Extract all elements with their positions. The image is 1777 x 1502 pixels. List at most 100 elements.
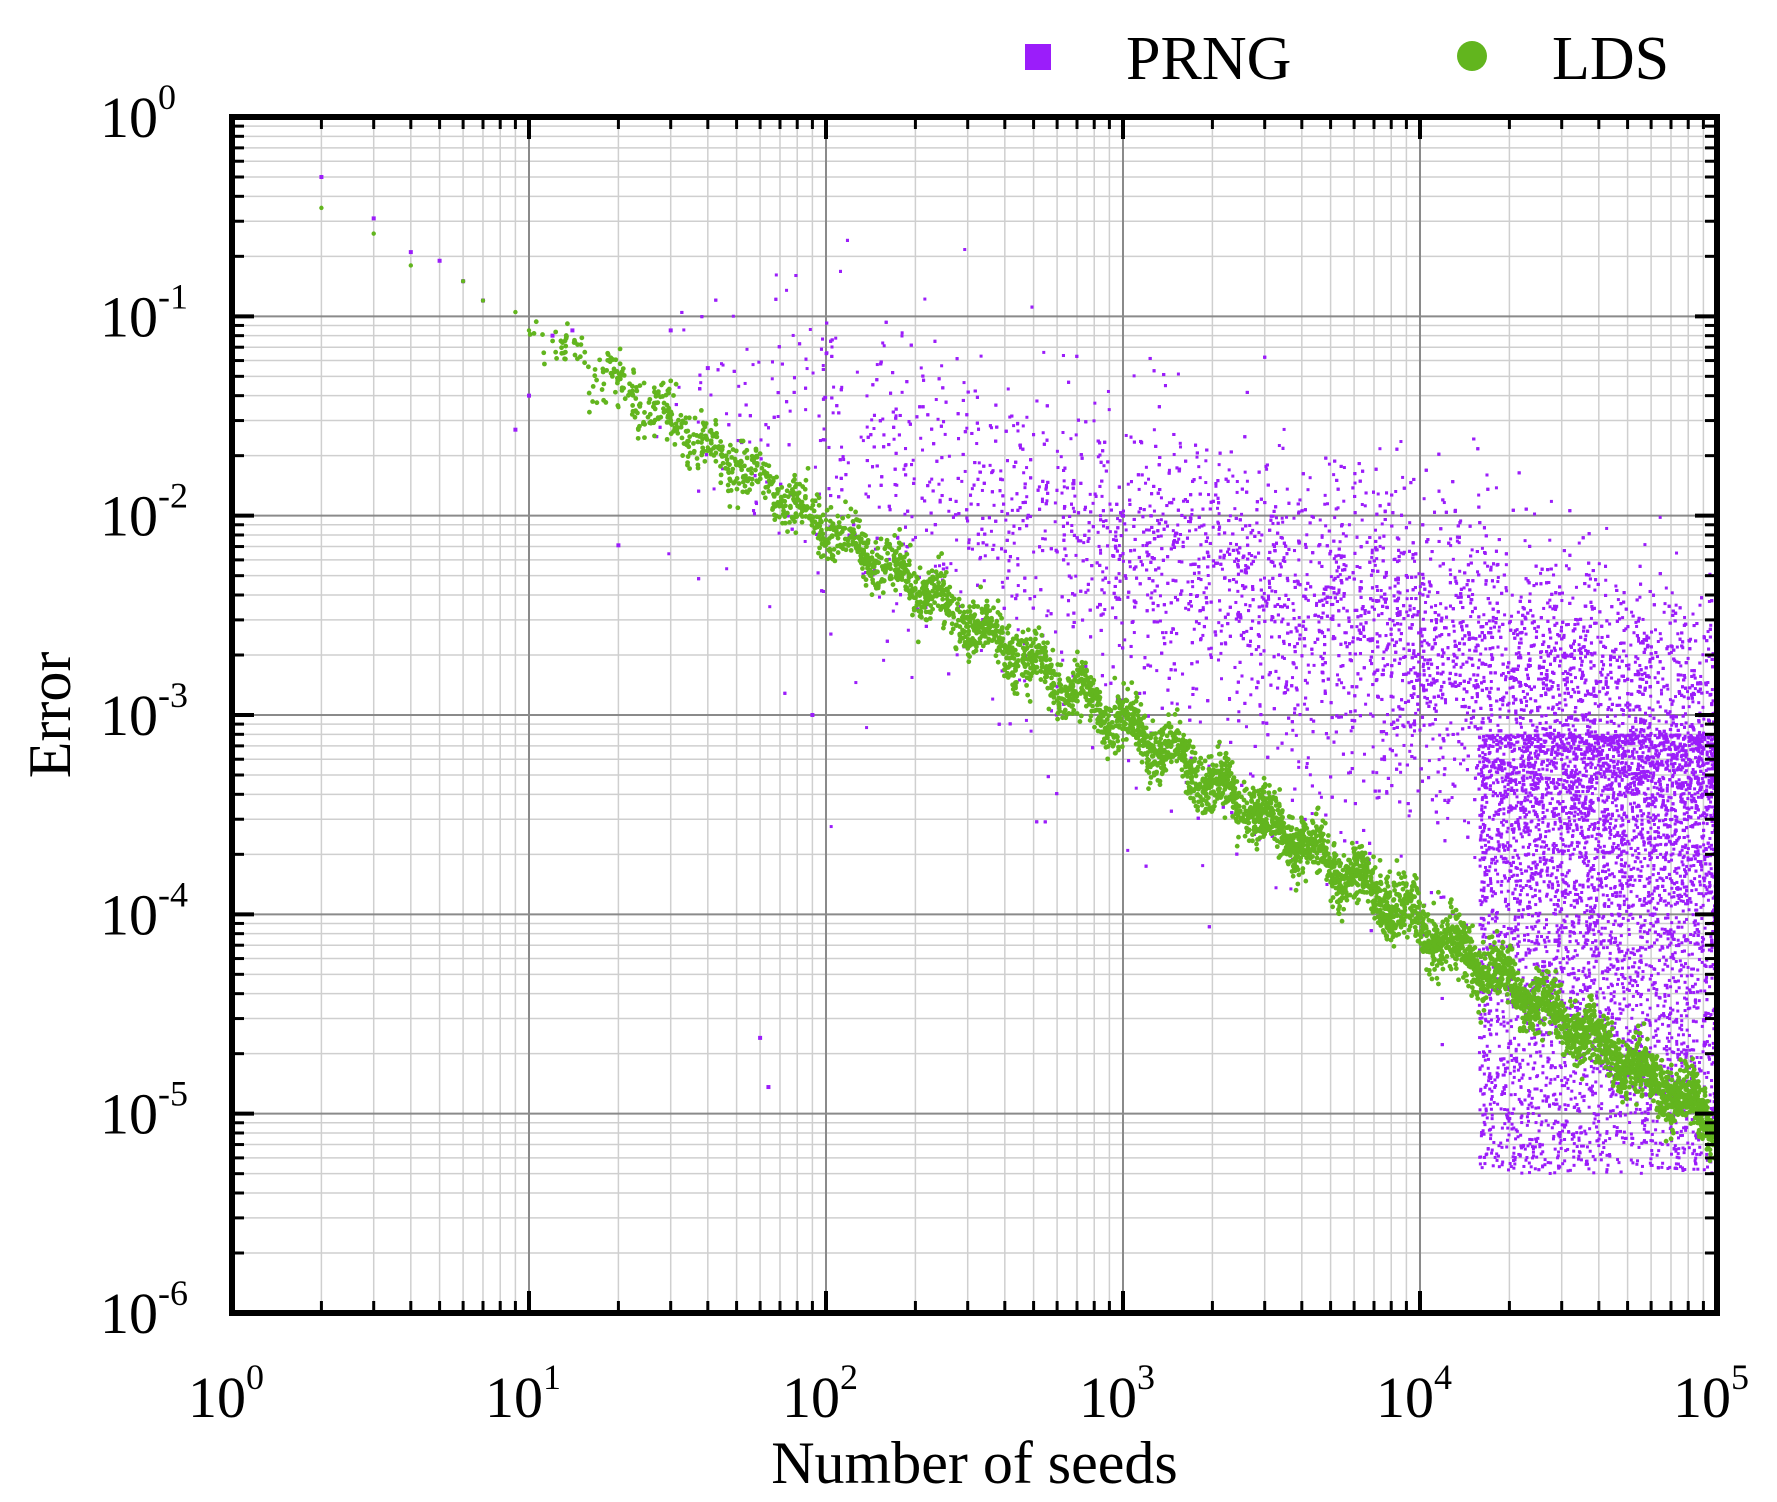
prng-point [1179,533,1182,536]
prng-point [856,371,859,374]
prng-point [822,364,825,367]
prng-point [1456,540,1459,543]
prng-point [854,681,857,684]
prng-point [1339,540,1342,543]
prng-point [1011,509,1014,512]
prng-point [1155,669,1158,672]
prng-point [1162,513,1165,516]
prng-point [1097,531,1100,534]
prng-point [1584,634,1587,637]
prng-point [1340,681,1343,684]
prng-point [1406,589,1409,592]
prng-point [1285,732,1288,735]
prng-point [1149,505,1152,508]
prng-point [1257,531,1260,534]
prng-point [1405,610,1408,613]
prng-point [1576,686,1579,689]
prng-point [1573,623,1576,626]
prng-point [1577,813,1580,816]
prng-point [1504,678,1507,681]
prng-point [1177,538,1180,541]
prng-point [1410,680,1413,683]
prng-point [1326,502,1329,505]
prng-point [1524,539,1527,542]
prng-point [1687,731,1690,734]
prng-point [1276,747,1279,750]
prng-point [1311,812,1314,815]
prng-point [682,328,685,331]
prng-point [1663,611,1666,614]
prng-point [1618,704,1621,707]
prng-point [1306,573,1309,576]
prng-point [1570,680,1573,683]
prng-point [1588,574,1591,577]
prng-point [1220,677,1223,680]
prng-point [1534,745,1537,748]
prng-point [1182,541,1185,544]
prng-point [967,541,970,544]
prng-point [804,540,807,543]
prng-point [1560,626,1563,629]
prng-point [1399,623,1402,626]
prng-point [1480,927,1483,930]
prng-point [1542,607,1545,610]
prng-point [1659,705,1662,708]
prng-point [1522,717,1525,720]
prng-point [1606,673,1609,676]
prng-point [1172,529,1175,532]
prng-point [1608,623,1611,626]
prng-point [1353,482,1356,485]
prng-point [1694,756,1697,759]
prng-point [1655,728,1658,731]
prng-point [1197,465,1200,468]
prng-point [1168,469,1171,472]
prng-point [1682,910,1685,913]
prng-point [1372,745,1375,748]
prng-point [1291,676,1294,679]
prng-point [1489,729,1492,732]
prng-point [1511,594,1514,597]
prng-point [1153,510,1156,513]
prng-point [1218,512,1221,515]
prng-point [1204,481,1207,484]
prng-point [938,564,941,567]
prng-point [1160,496,1163,499]
prng-point [1520,708,1523,711]
prng-point [1371,650,1374,653]
prng-point [991,470,994,473]
prng-point [1431,722,1434,725]
prng-point [1075,554,1078,557]
prng-point [1165,611,1168,614]
prng-point [1323,652,1326,655]
prng-point [1229,542,1232,545]
prng-point [1293,580,1296,583]
prng-point [1063,479,1066,482]
prng-point [1583,681,1586,684]
prng-point [1578,801,1581,804]
prng-point [1605,527,1608,530]
prng-point [1145,528,1148,531]
prng-point [860,436,863,439]
prng-point [1449,573,1452,576]
prng-point [1378,447,1381,450]
prng-point [1044,538,1047,541]
prng-point [1265,605,1268,608]
prng-point [1295,666,1298,669]
prng-point [1263,592,1266,595]
prng-point [1498,626,1501,629]
prng-point [812,372,815,375]
prng-point [1693,854,1696,857]
prng-point [732,315,735,318]
prng-point [1220,630,1223,633]
prng-point [1258,615,1261,618]
prng-point [1382,657,1385,660]
prng-point [1434,604,1437,607]
prng-point [1285,680,1288,683]
prng-point [1332,473,1335,476]
prng-point [1401,476,1404,479]
prng-point [1103,608,1106,611]
prng-point [1444,701,1447,704]
prng-point [1361,519,1364,522]
prng-point [1422,583,1425,586]
prng-point [1427,659,1430,662]
